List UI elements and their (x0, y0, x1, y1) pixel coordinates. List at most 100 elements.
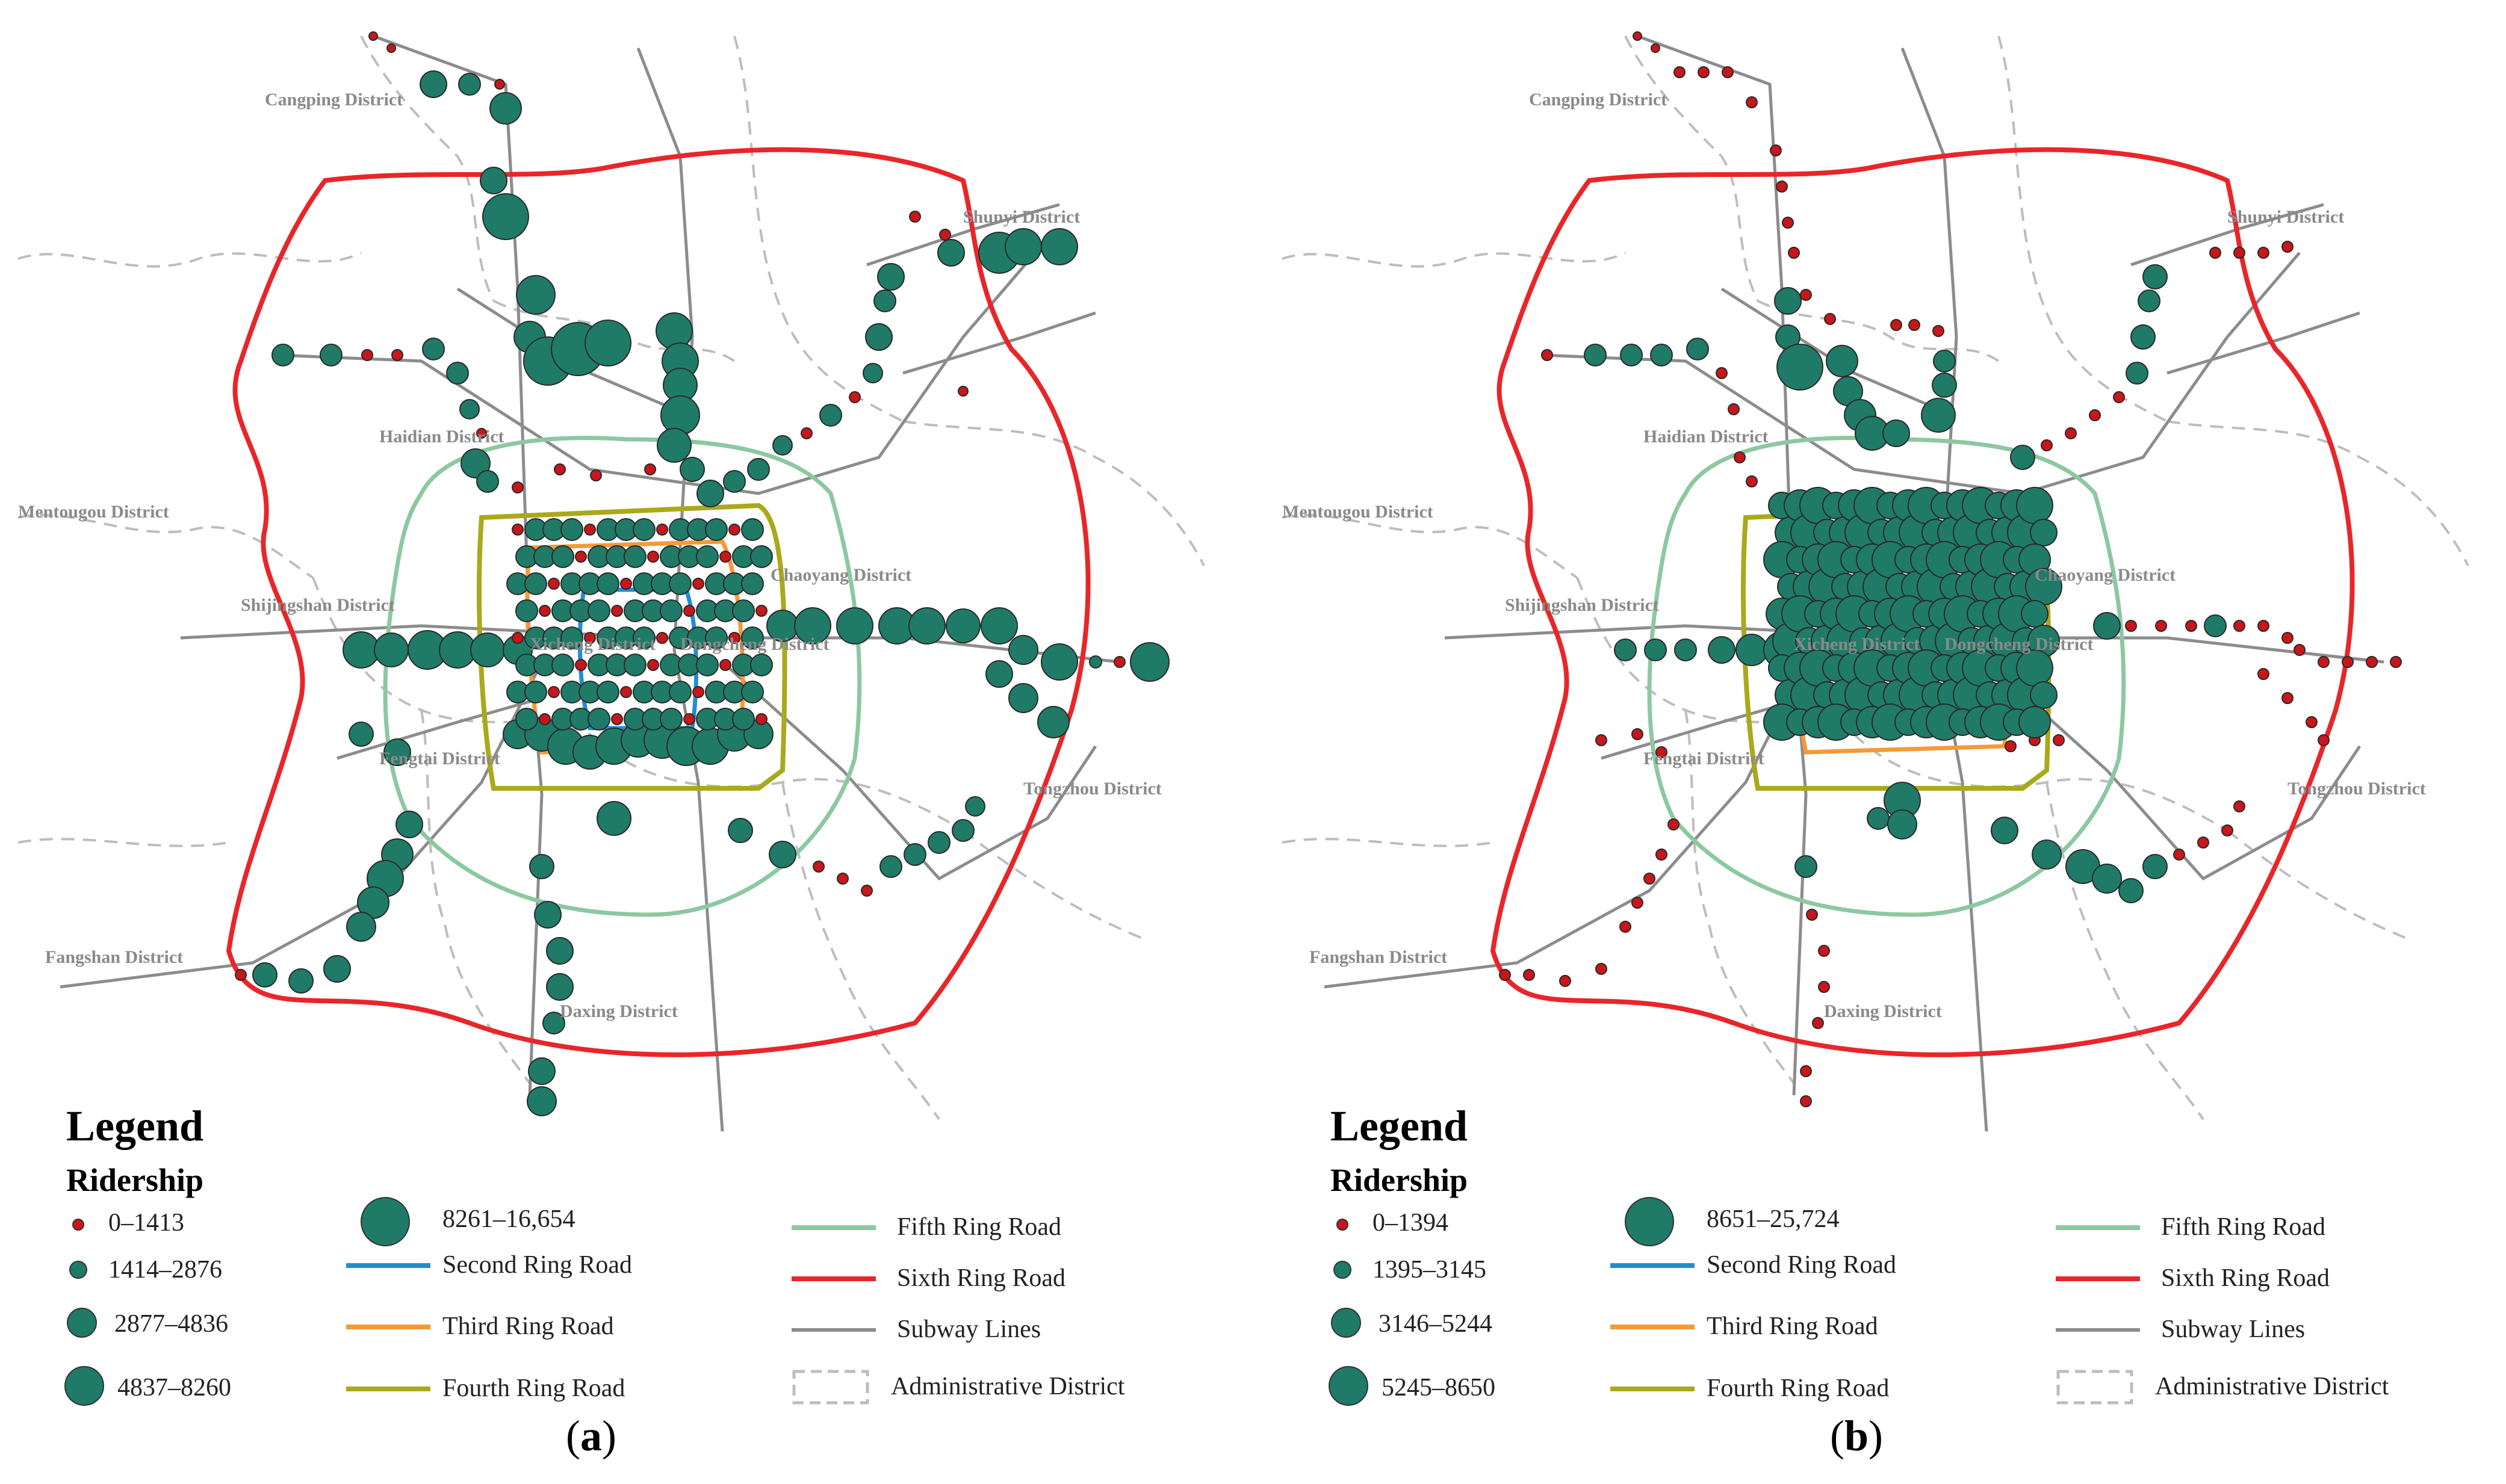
station-circle (904, 843, 926, 866)
station-circle (732, 599, 755, 622)
station-circle (2126, 362, 2148, 385)
legend-sixth-ring: Sixth Ring Road (897, 1264, 1066, 1292)
label-mentougou: Mentougou District (1282, 502, 1433, 522)
station-circle (585, 320, 631, 366)
station-circle (696, 545, 719, 568)
station-circle (669, 572, 692, 595)
station-circle (2257, 620, 2269, 632)
station-circle (1776, 181, 1788, 193)
station-circle (575, 659, 587, 671)
station-circle (512, 632, 524, 644)
station-circle (2138, 289, 2160, 312)
station-circle (515, 599, 538, 622)
station-circle (669, 681, 692, 703)
station-circle (644, 463, 656, 475)
station-circle (861, 885, 873, 897)
station-circle (512, 481, 524, 493)
station-circle (660, 395, 700, 435)
legend-admin: Administrative District (891, 1373, 1125, 1400)
station-circle (1788, 247, 1800, 259)
station-circle (660, 708, 683, 731)
station-circle (1867, 807, 1890, 830)
station-circle (361, 349, 373, 361)
label-tongzhou: Tongzhou District (2287, 779, 2426, 799)
station-circle (728, 524, 740, 536)
station-circle (597, 801, 631, 836)
station-circle (1728, 403, 1740, 415)
station-circle (1595, 963, 1607, 975)
station-circle (2016, 487, 2053, 524)
station-circle (2125, 620, 2137, 632)
station-circle (719, 551, 731, 563)
station-circle (584, 524, 596, 536)
station-circle (458, 73, 481, 96)
station-circle (368, 31, 378, 41)
station-circle (2030, 519, 2058, 546)
station-circle (2209, 247, 2221, 259)
station-circle (391, 349, 403, 361)
legend-sixth-ring: Sixth Ring Road (2161, 1264, 2330, 1292)
label-fengtai: Fengtai District (1643, 749, 1764, 768)
legend-symbol-class1 (1336, 1219, 1348, 1231)
station-circle (1774, 287, 1802, 315)
station-circle (801, 427, 813, 439)
station-circle (1800, 1065, 1812, 1077)
station-circle (588, 708, 610, 731)
station-circle (1541, 349, 1553, 361)
station-circle (1734, 451, 1746, 463)
station-circle (683, 713, 695, 725)
station-circle (494, 79, 505, 90)
legend-second-ring-line (1610, 1263, 1695, 1268)
station-circle (1089, 655, 1102, 669)
station-circle (705, 626, 728, 649)
station-circle (1114, 656, 1126, 668)
station-circle (2281, 692, 2294, 704)
station-circle (560, 518, 583, 541)
station-circle (1882, 419, 1910, 447)
station-circle (732, 708, 755, 731)
station-circle (794, 607, 831, 645)
label-dongcheng: Dongcheng District (680, 634, 829, 654)
station-circle (524, 572, 547, 595)
station-circle (528, 1057, 556, 1085)
station-circle (2173, 849, 2185, 861)
station-circles (1499, 31, 2402, 1107)
label-cangping: Cangping District (1529, 90, 1667, 110)
station-circle (551, 654, 574, 676)
label-mentougou: Mentougou District (18, 502, 169, 522)
station-circle (1655, 746, 1667, 758)
station-circle (1686, 338, 1709, 360)
station-circle (1651, 43, 1660, 53)
station-circle (2113, 391, 2125, 403)
station-circle (1499, 969, 1511, 981)
station-circle (1614, 638, 1637, 661)
station-circle (2092, 864, 2122, 894)
station-circle (2306, 716, 2318, 728)
legend-fifth-ring-line (792, 1225, 876, 1230)
legend-third-ring-line (346, 1325, 430, 1329)
station-circle (2197, 836, 2209, 849)
legend-admin-symbol (792, 1370, 869, 1405)
station-circle (516, 275, 556, 315)
station-circle (1890, 319, 1902, 331)
station-circle (1041, 228, 1078, 265)
station-circle (1908, 319, 1920, 331)
station-circle (548, 578, 560, 590)
station-circle (2233, 800, 2245, 812)
station-circle (647, 659, 659, 671)
label-fangshan: Fangshan District (45, 947, 183, 967)
station-circle (320, 344, 343, 366)
station-circle (2390, 656, 2402, 668)
station-circle (728, 632, 740, 644)
station-circle (349, 722, 374, 747)
station-circle (1005, 228, 1042, 265)
legend-symbol-class1 (72, 1219, 84, 1231)
station-circle (476, 470, 499, 493)
station-circle (660, 599, 683, 622)
sixth-ring-road (226, 147, 1091, 1057)
station-circle (2053, 734, 2065, 746)
map-panel-b: Cangping District Shunyi District Haidia… (1264, 0, 2506, 1484)
map-panel-a: Cangping District Shunyi District Haidia… (0, 0, 1252, 1484)
legend-fourth-ring-line (1610, 1387, 1695, 1391)
legend-fourth-ring: Fourth Ring Road (1707, 1374, 1890, 1402)
